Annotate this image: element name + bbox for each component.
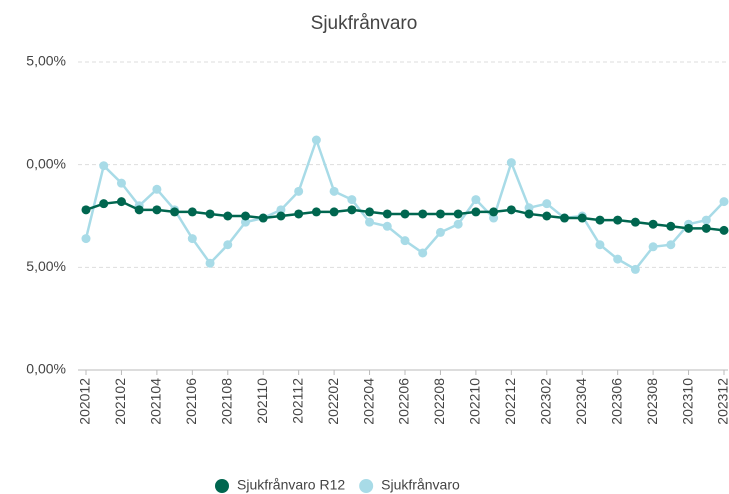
data-point (666, 240, 676, 250)
x-tick-label: 202112 (289, 378, 305, 424)
x-tick-label: 202108 (218, 378, 234, 425)
data-point (116, 197, 126, 207)
data-point (152, 205, 162, 215)
legend-label: Sjukfrånvaro (381, 477, 460, 493)
x-tick-label: 202202 (325, 378, 341, 425)
data-point (453, 219, 463, 229)
data-point (506, 158, 516, 168)
data-point (701, 223, 711, 233)
x-tick-label: 202312 (715, 378, 729, 425)
x-tick-label: 202306 (608, 378, 624, 425)
legend-marker (215, 479, 229, 493)
data-point (435, 227, 445, 237)
data-point (613, 215, 623, 225)
x-tick-label: 202102 (112, 378, 128, 425)
data-point (365, 207, 375, 217)
y-tick-label: 0,00% (26, 361, 66, 377)
x-tick-label: 202302 (537, 378, 553, 425)
data-point (524, 203, 534, 213)
data-point (595, 215, 605, 225)
x-tick-label: 202106 (183, 378, 199, 425)
data-point (347, 205, 357, 215)
data-point (329, 207, 339, 217)
data-point (170, 207, 180, 217)
data-point (134, 205, 144, 215)
x-tick-label: 202104 (148, 378, 164, 425)
data-point (400, 236, 410, 246)
data-point (489, 207, 499, 217)
data-point (542, 199, 552, 209)
data-point (648, 219, 658, 229)
data-point (276, 205, 286, 215)
data-point (99, 199, 109, 209)
data-point (311, 135, 321, 145)
x-tick-label: 202208 (431, 378, 447, 425)
data-point (489, 213, 499, 223)
data-point (577, 213, 587, 223)
x-tick-label: 202308 (644, 378, 660, 425)
legend-label: Sjukfrånvaro R12 (237, 477, 345, 493)
data-point (152, 184, 162, 194)
legend-marker (359, 479, 374, 493)
data-point (630, 217, 640, 227)
data-point (453, 209, 463, 219)
data-point (524, 209, 534, 219)
data-point (223, 240, 233, 250)
y-tick-label: 5,00% (26, 53, 66, 69)
data-point (365, 217, 375, 227)
data-point (542, 211, 552, 221)
data-point (418, 248, 428, 258)
y-tick-label: 0,00% (26, 155, 66, 171)
data-point (258, 213, 268, 223)
data-point (506, 205, 516, 215)
data-point (187, 207, 197, 217)
data-point (400, 209, 410, 219)
data-point (630, 264, 640, 274)
data-point (471, 195, 481, 205)
series-line (84, 136, 725, 272)
data-point (684, 223, 694, 233)
data-point (613, 254, 623, 264)
data-point (294, 186, 304, 196)
x-tick-label: 202206 (396, 378, 412, 425)
x-tick-label: 202204 (360, 378, 376, 425)
chart-title: Sjukfrånvaro (311, 13, 418, 34)
data-point (205, 258, 215, 268)
x-tick-label: 202212 (502, 378, 518, 425)
data-point (347, 195, 357, 205)
x-tick-label: 202012 (77, 378, 93, 425)
data-point (81, 234, 91, 244)
data-point (81, 205, 91, 215)
data-point (719, 225, 729, 235)
y-tick-label: 5,00% (26, 258, 66, 274)
data-point (329, 186, 339, 196)
data-point (701, 215, 711, 225)
data-point (187, 234, 197, 244)
data-point (382, 221, 392, 231)
data-point (99, 161, 109, 171)
x-tick-label: 202304 (573, 378, 589, 425)
data-point (116, 178, 126, 188)
data-point (241, 217, 250, 227)
data-point (223, 211, 233, 221)
data-point (595, 240, 605, 250)
data-point (276, 211, 286, 221)
data-point (418, 209, 428, 219)
data-point (435, 209, 445, 219)
data-point (666, 221, 676, 231)
data-point (719, 197, 729, 207)
data-point (294, 209, 304, 219)
x-tick-label: 202110 (254, 378, 270, 424)
data-point (241, 211, 250, 221)
x-tick-label: 202210 (467, 378, 483, 425)
data-point (560, 213, 569, 223)
data-point (311, 207, 321, 217)
data-point (648, 242, 658, 252)
data-point (205, 209, 215, 219)
data-point (382, 209, 392, 219)
x-tick-label: 202310 (679, 378, 695, 425)
data-point (471, 207, 481, 217)
